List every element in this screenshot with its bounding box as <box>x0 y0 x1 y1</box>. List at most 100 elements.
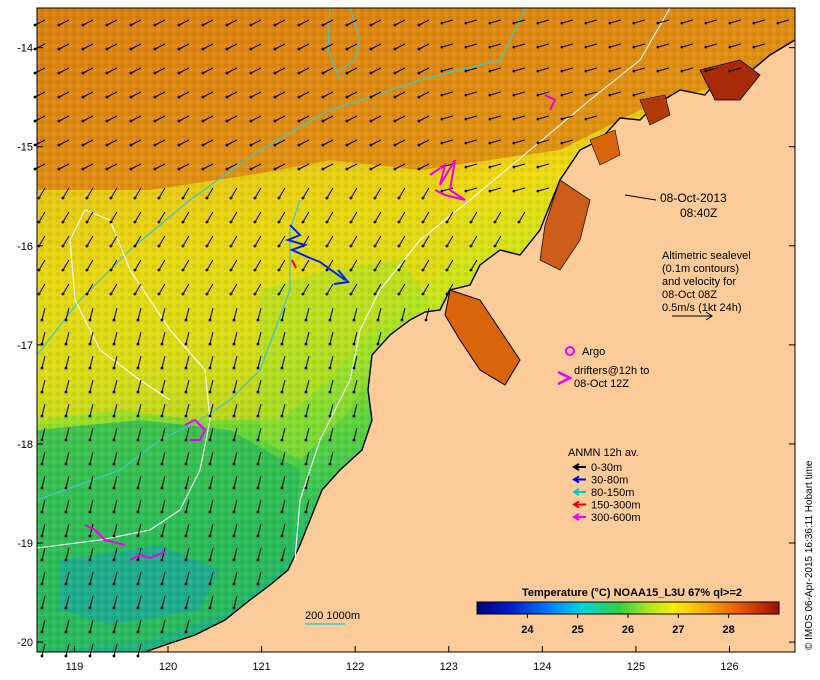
velocity-arrow <box>633 67 646 72</box>
velocity-arrow <box>250 91 262 98</box>
velocity-arrow-head <box>445 268 449 272</box>
velocity-arrow <box>537 139 550 144</box>
velocity-arrow-head <box>297 119 301 123</box>
colorbar-tick-label: 27 <box>672 624 684 636</box>
velocity-arrow-head <box>129 23 133 27</box>
velocity-arrow <box>729 67 742 72</box>
velocity-arrow <box>394 139 406 146</box>
velocity-arrow <box>161 595 166 609</box>
velocity-arrow <box>353 307 358 321</box>
velocity-arrow-head <box>112 582 116 586</box>
velocity-arrow-head <box>421 268 425 272</box>
velocity-arrow <box>209 475 214 489</box>
velocity-arrow <box>154 19 166 26</box>
velocity-arrow-head <box>417 167 421 171</box>
velocity-arrow-head <box>64 534 68 538</box>
velocity-arrow-head <box>273 95 277 99</box>
velocity-arrow-head <box>464 93 468 97</box>
velocity-arrow <box>185 619 190 633</box>
velocity-arrow <box>86 283 94 295</box>
velocity-arrow-head <box>184 510 188 514</box>
velocity-arrow-head <box>37 220 41 224</box>
velocity-arrow <box>537 67 550 72</box>
velocity-arrow <box>633 43 646 48</box>
velocity-arrow <box>302 259 310 271</box>
velocity-arrow-head <box>232 318 236 322</box>
velocity-arrow-head <box>297 143 301 147</box>
velocity-arrow-head <box>325 268 329 272</box>
velocity-arrow-head <box>201 71 205 75</box>
velocity-arrow-head <box>445 292 449 296</box>
velocity-arrow <box>298 19 310 26</box>
velocity-arrow <box>446 283 454 295</box>
velocity-arrow-head <box>280 342 284 346</box>
velocity-arrow <box>154 91 166 98</box>
y-tick-label: -18 <box>17 439 33 451</box>
velocity-arrow <box>89 595 94 609</box>
velocity-arrow <box>209 451 214 465</box>
velocity-arrow <box>537 91 550 96</box>
velocity-arrow <box>202 19 214 26</box>
velocity-arrow <box>137 643 142 657</box>
velocity-arrow-head <box>225 143 229 147</box>
velocity-arrow-head <box>208 342 212 346</box>
velocity-arrow <box>161 475 166 489</box>
velocity-arrow-head <box>85 196 89 200</box>
velocity-arrow <box>58 163 70 170</box>
velocity-arrow-head <box>440 141 444 145</box>
velocity-arrow-head <box>181 292 185 296</box>
velocity-arrow-head <box>584 69 588 73</box>
velocity-arrow <box>137 571 142 585</box>
velocity-arrow <box>178 67 190 74</box>
velocity-arrow-head <box>560 45 564 49</box>
velocity-arrow-head <box>376 342 380 346</box>
velocity-arrow-head <box>160 534 164 538</box>
velocity-arrow-head <box>81 71 85 75</box>
velocity-arrow-head <box>177 95 181 99</box>
velocity-arrow <box>113 331 118 345</box>
velocity-arrow <box>233 403 238 417</box>
velocity-arrow <box>202 163 214 170</box>
velocity-arrow <box>322 115 334 122</box>
velocity-arrow-head <box>40 318 44 322</box>
velocity-arrow-head <box>177 167 181 171</box>
velocity-arrow-head <box>632 21 636 25</box>
velocity-arrow <box>305 307 310 321</box>
velocity-arrow-head <box>40 630 44 634</box>
velocity-arrow <box>446 259 454 271</box>
velocity-arrow-head <box>184 462 188 466</box>
velocity-arrow <box>394 43 406 50</box>
velocity-arrow <box>329 451 334 465</box>
velocity-arrow <box>305 403 310 417</box>
drifters-label-2: 08-Oct 12Z <box>574 378 629 390</box>
velocity-arrow-head <box>88 318 92 322</box>
velocity-arrow-head <box>81 23 85 27</box>
velocity-arrow <box>182 283 190 295</box>
velocity-arrow-head <box>136 414 140 418</box>
velocity-arrow <box>137 403 142 417</box>
velocity-arrow-head <box>33 71 37 75</box>
velocity-arrow <box>38 211 46 223</box>
velocity-arrow-head <box>88 390 92 394</box>
velocity-arrow-head <box>201 119 205 123</box>
velocity-arrow-head <box>61 196 65 200</box>
velocity-arrow <box>398 283 406 295</box>
velocity-arrow <box>137 379 142 393</box>
velocity-arrow <box>185 547 190 561</box>
velocity-arrow-head <box>297 95 301 99</box>
velocity-arrow-head <box>393 71 397 75</box>
velocity-arrow-head <box>33 143 37 147</box>
velocity-arrow <box>633 19 646 24</box>
velocity-arrow <box>161 355 166 369</box>
velocity-arrow <box>233 595 238 609</box>
velocity-arrow-head <box>64 390 68 394</box>
velocity-arrow-head <box>112 486 116 490</box>
velocity-arrow-head <box>349 196 353 200</box>
velocity-arrow <box>753 19 766 24</box>
velocity-arrow-head <box>325 244 329 248</box>
velocity-arrow-head <box>512 45 516 49</box>
velocity-arrow <box>537 163 550 168</box>
velocity-arrow-head <box>40 582 44 586</box>
velocity-arrow <box>137 595 142 609</box>
velocity-arrow <box>298 163 310 170</box>
